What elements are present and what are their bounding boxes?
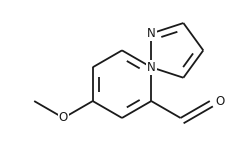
Text: N: N <box>147 61 156 74</box>
Text: N: N <box>147 27 156 40</box>
Text: O: O <box>215 95 224 108</box>
Text: O: O <box>59 111 68 125</box>
